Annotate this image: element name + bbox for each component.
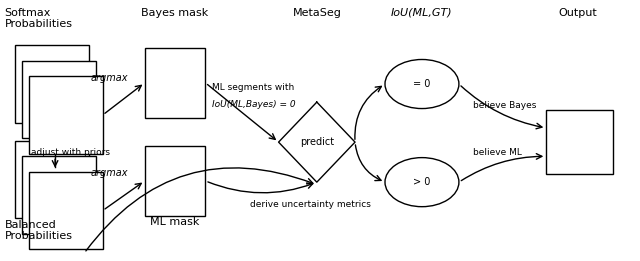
FancyBboxPatch shape xyxy=(15,141,89,218)
Text: Bayes mask: Bayes mask xyxy=(141,8,209,18)
FancyBboxPatch shape xyxy=(29,172,102,249)
Ellipse shape xyxy=(385,60,459,109)
Text: adjust with priors: adjust with priors xyxy=(31,148,109,157)
Text: Output: Output xyxy=(559,8,598,18)
Text: MetaSeg: MetaSeg xyxy=(292,8,341,18)
Text: > 0: > 0 xyxy=(413,177,431,187)
FancyBboxPatch shape xyxy=(29,76,102,154)
Text: = 0: = 0 xyxy=(413,79,431,89)
Text: argmax: argmax xyxy=(91,168,129,178)
Text: believe ML: believe ML xyxy=(473,148,522,157)
FancyBboxPatch shape xyxy=(546,110,613,174)
Text: argmax: argmax xyxy=(91,73,129,82)
Text: believe Bayes: believe Bayes xyxy=(473,102,536,110)
FancyBboxPatch shape xyxy=(145,146,205,216)
Text: IoU(ML,Bayes) = 0: IoU(ML,Bayes) = 0 xyxy=(212,100,295,109)
FancyBboxPatch shape xyxy=(145,48,205,118)
Polygon shape xyxy=(278,102,355,182)
Text: ML mask: ML mask xyxy=(150,217,200,227)
FancyBboxPatch shape xyxy=(15,45,89,123)
FancyBboxPatch shape xyxy=(22,61,96,138)
Text: predict: predict xyxy=(300,137,334,147)
Text: IoU(ML,GT): IoU(ML,GT) xyxy=(391,8,452,18)
Text: Softmax
Probabilities: Softmax Probabilities xyxy=(4,8,72,29)
Ellipse shape xyxy=(385,158,459,207)
FancyBboxPatch shape xyxy=(22,156,96,234)
Text: Balanced
Probabilities: Balanced Probabilities xyxy=(4,220,72,241)
Text: ML segments with: ML segments with xyxy=(212,84,294,92)
Text: derive uncertainty metrics: derive uncertainty metrics xyxy=(250,200,371,209)
